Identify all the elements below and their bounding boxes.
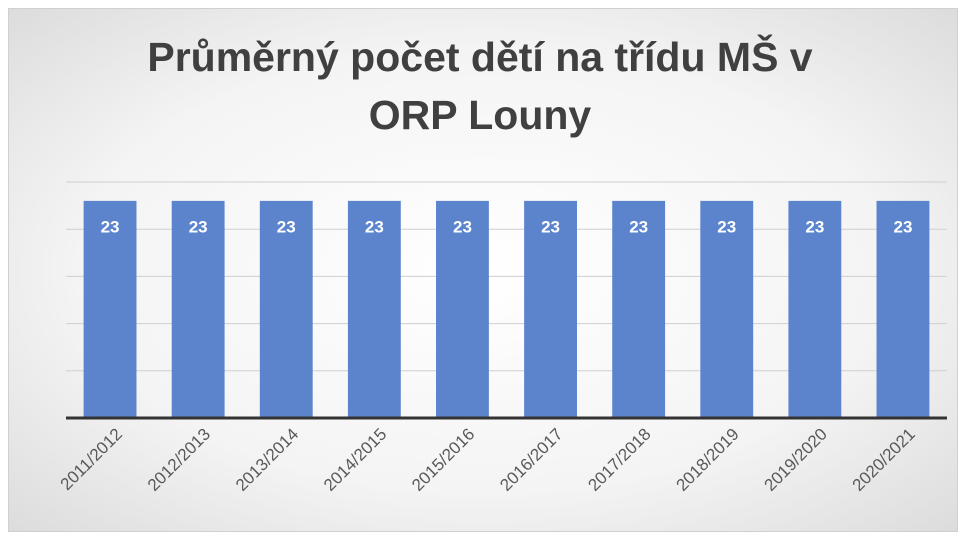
bar [436,200,489,418]
bar [347,200,401,418]
x-tick-label: 2012/2013 [144,425,214,495]
bar [83,200,137,418]
value-label: 23 [189,217,208,236]
value-label: 23 [893,217,912,236]
x-tick-label: 2018/2019 [672,425,742,495]
bar [612,200,666,418]
bar [259,200,313,418]
x-tick-label: 2019/2020 [761,425,831,495]
value-label: 23 [365,217,384,236]
bar [700,200,754,418]
x-tick-label: 2011/2012 [57,425,126,494]
x-tick-label: 2017/2018 [584,425,654,495]
x-tick-label: 2015/2016 [408,425,478,495]
value-label: 23 [717,217,736,236]
value-label: 23 [805,217,824,236]
chart-title: Průměrný počet dětí na třídu MŠ v ORP Lo… [147,34,813,138]
x-tick-label: 2013/2014 [232,425,302,495]
value-label: 23 [629,217,648,236]
x-tick-label: 2014/2015 [320,425,390,495]
value-label: 23 [453,217,472,236]
value-label: 23 [541,217,560,236]
bar [524,200,577,418]
value-label: 23 [101,217,120,236]
bar [876,200,930,418]
value-label: 23 [277,217,296,236]
x-tick-label: 2020/2021 [849,425,919,495]
bar [171,200,225,418]
x-tick-label: 2016/2017 [496,425,566,495]
bar [788,200,842,418]
